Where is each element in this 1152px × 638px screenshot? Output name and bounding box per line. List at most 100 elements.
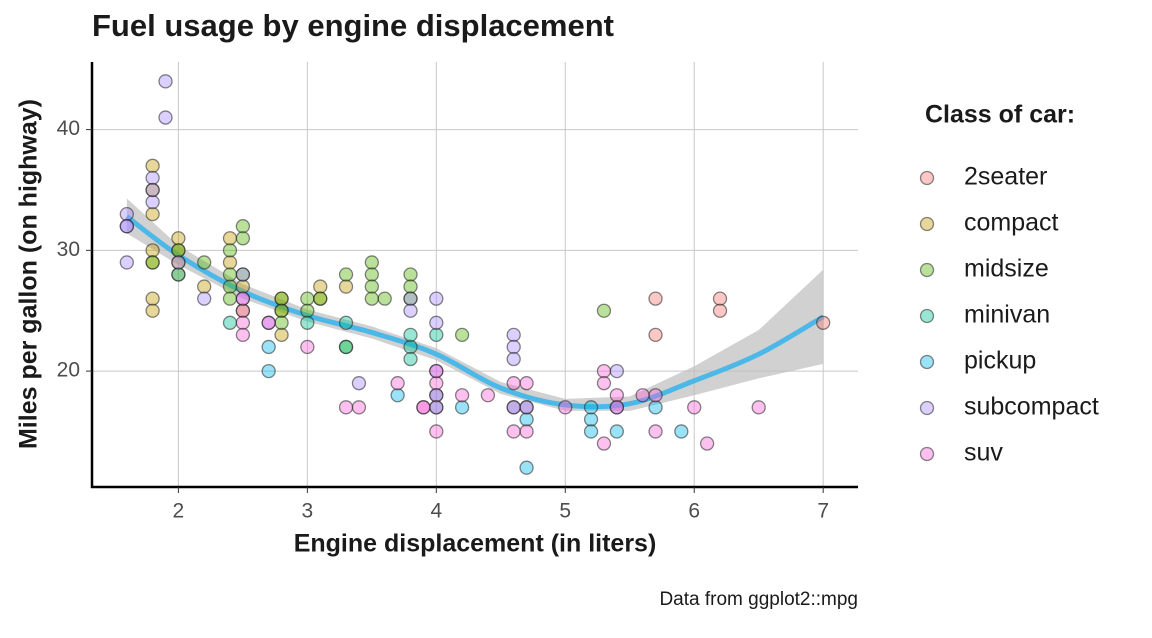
point (454, 327, 470, 343)
caption: Data from ggplot2::mpg (659, 589, 858, 610)
point (300, 339, 315, 355)
point (197, 291, 212, 306)
point (338, 315, 354, 330)
point (300, 291, 315, 306)
point (222, 279, 238, 294)
point (145, 158, 160, 173)
point (648, 291, 663, 306)
point (596, 363, 612, 379)
point (313, 279, 328, 294)
point (145, 255, 160, 270)
legend-label: 2seater (964, 163, 1047, 191)
point (222, 267, 238, 282)
point (648, 388, 663, 403)
point (235, 231, 251, 246)
points (119, 74, 831, 475)
point (158, 110, 173, 125)
point (364, 255, 379, 270)
point (235, 291, 251, 306)
point (351, 376, 367, 391)
legend-swatch (919, 354, 935, 370)
point (519, 460, 534, 475)
point (429, 388, 444, 403)
point (454, 388, 470, 403)
point (274, 303, 289, 318)
point (506, 327, 521, 343)
point (158, 74, 173, 89)
confidence-band (126, 198, 824, 411)
x-tick-label: 3 (302, 500, 314, 523)
point (403, 339, 418, 355)
point (235, 219, 251, 234)
point (609, 400, 625, 415)
point (403, 267, 418, 282)
point (390, 376, 405, 391)
point (429, 315, 444, 330)
point (377, 291, 392, 306)
point (145, 291, 160, 306)
point (197, 279, 212, 294)
x-tick-label: 7 (817, 500, 829, 523)
point (816, 315, 831, 330)
point (712, 291, 728, 306)
point (119, 219, 134, 234)
point (338, 339, 354, 355)
point (313, 291, 328, 306)
point (648, 424, 663, 439)
point (351, 400, 367, 415)
point (583, 400, 599, 415)
point (687, 400, 702, 415)
point (300, 315, 315, 330)
point (506, 351, 521, 367)
point (648, 400, 663, 415)
point (648, 327, 663, 343)
point (145, 194, 160, 210)
point (222, 291, 238, 306)
point (596, 303, 612, 318)
point (506, 376, 521, 391)
point (429, 327, 444, 343)
point (558, 400, 573, 415)
point (222, 315, 238, 330)
legend-label: minivan (964, 301, 1050, 329)
point (171, 267, 186, 282)
point (274, 315, 289, 330)
x-tick-label: 2 (173, 500, 185, 523)
point (119, 206, 134, 222)
point (506, 339, 521, 355)
point (403, 351, 418, 367)
point (506, 400, 521, 415)
point (261, 363, 276, 379)
point (145, 243, 160, 258)
point (338, 400, 354, 415)
point (235, 303, 251, 318)
point (364, 291, 379, 306)
point (171, 231, 186, 246)
point (609, 424, 625, 439)
point (403, 327, 418, 343)
y-tick-label: 30 (57, 238, 80, 261)
point (429, 363, 444, 379)
point (300, 303, 315, 318)
point (519, 424, 534, 439)
y-tick-label: 20 (57, 359, 80, 382)
point (519, 400, 534, 415)
point (674, 424, 689, 439)
point (583, 424, 599, 439)
legend-swatch (919, 446, 935, 462)
legend-label: midsize (964, 255, 1049, 283)
point (222, 255, 238, 270)
point (274, 327, 289, 343)
point (596, 376, 612, 391)
point (171, 255, 186, 270)
point (454, 400, 470, 415)
x-tick-label: 4 (430, 500, 442, 523)
point (403, 279, 418, 294)
y-axis-title: Miles per gallon (on highway) (15, 99, 43, 449)
point (429, 376, 444, 391)
point (338, 279, 354, 294)
x-tick-label: 6 (688, 500, 700, 523)
legend-label: suv (964, 439, 1003, 467)
point (506, 424, 521, 439)
